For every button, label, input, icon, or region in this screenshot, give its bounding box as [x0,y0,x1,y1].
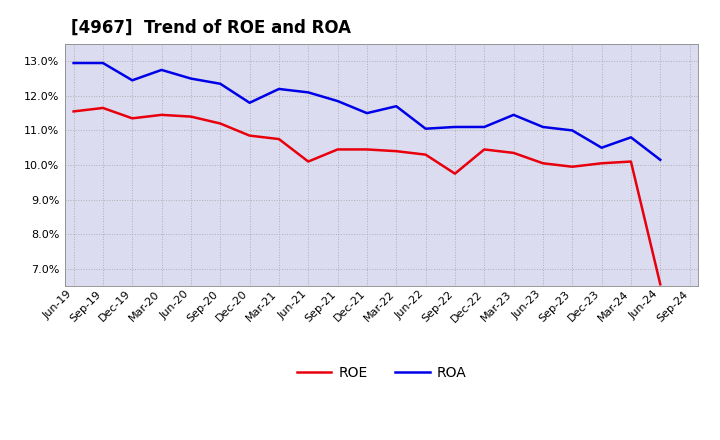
ROE [99,105,107,110]
ROE [568,164,577,169]
Text: [4967]  Trend of ROE and ROA: [4967] Trend of ROE and ROA [71,19,351,37]
ROE [480,147,489,152]
ROA [626,135,635,140]
ROE [539,161,547,166]
ROA [186,76,195,81]
ROA [568,128,577,133]
ROA [69,60,78,66]
ROA [157,67,166,73]
ROE [451,171,459,176]
ROA [246,100,254,106]
ROE [304,159,312,164]
Line: ROA: ROA [73,63,660,160]
ROE [421,152,430,157]
ROA [421,126,430,131]
ROE [626,159,635,164]
ROE [392,149,400,154]
ROA [216,81,225,86]
ROA [480,125,489,130]
ROE [598,161,606,166]
ROA [363,110,372,116]
Line: ROE: ROE [73,108,660,284]
ROE [333,147,342,152]
ROE [246,133,254,138]
ROA [304,90,312,95]
ROE [128,116,137,121]
ROA [656,157,665,162]
Legend: ROE, ROA: ROE, ROA [291,361,472,386]
ROE [157,112,166,117]
ROA [274,86,283,92]
ROA [99,60,107,66]
ROA [539,125,547,130]
ROE [509,150,518,156]
ROA [128,77,137,83]
ROE [186,114,195,119]
ROA [333,99,342,104]
ROE [216,121,225,126]
ROA [392,103,400,109]
ROE [656,282,665,287]
ROE [274,136,283,142]
ROE [69,109,78,114]
ROA [598,145,606,150]
ROE [363,147,372,152]
ROA [451,125,459,130]
ROA [509,112,518,117]
